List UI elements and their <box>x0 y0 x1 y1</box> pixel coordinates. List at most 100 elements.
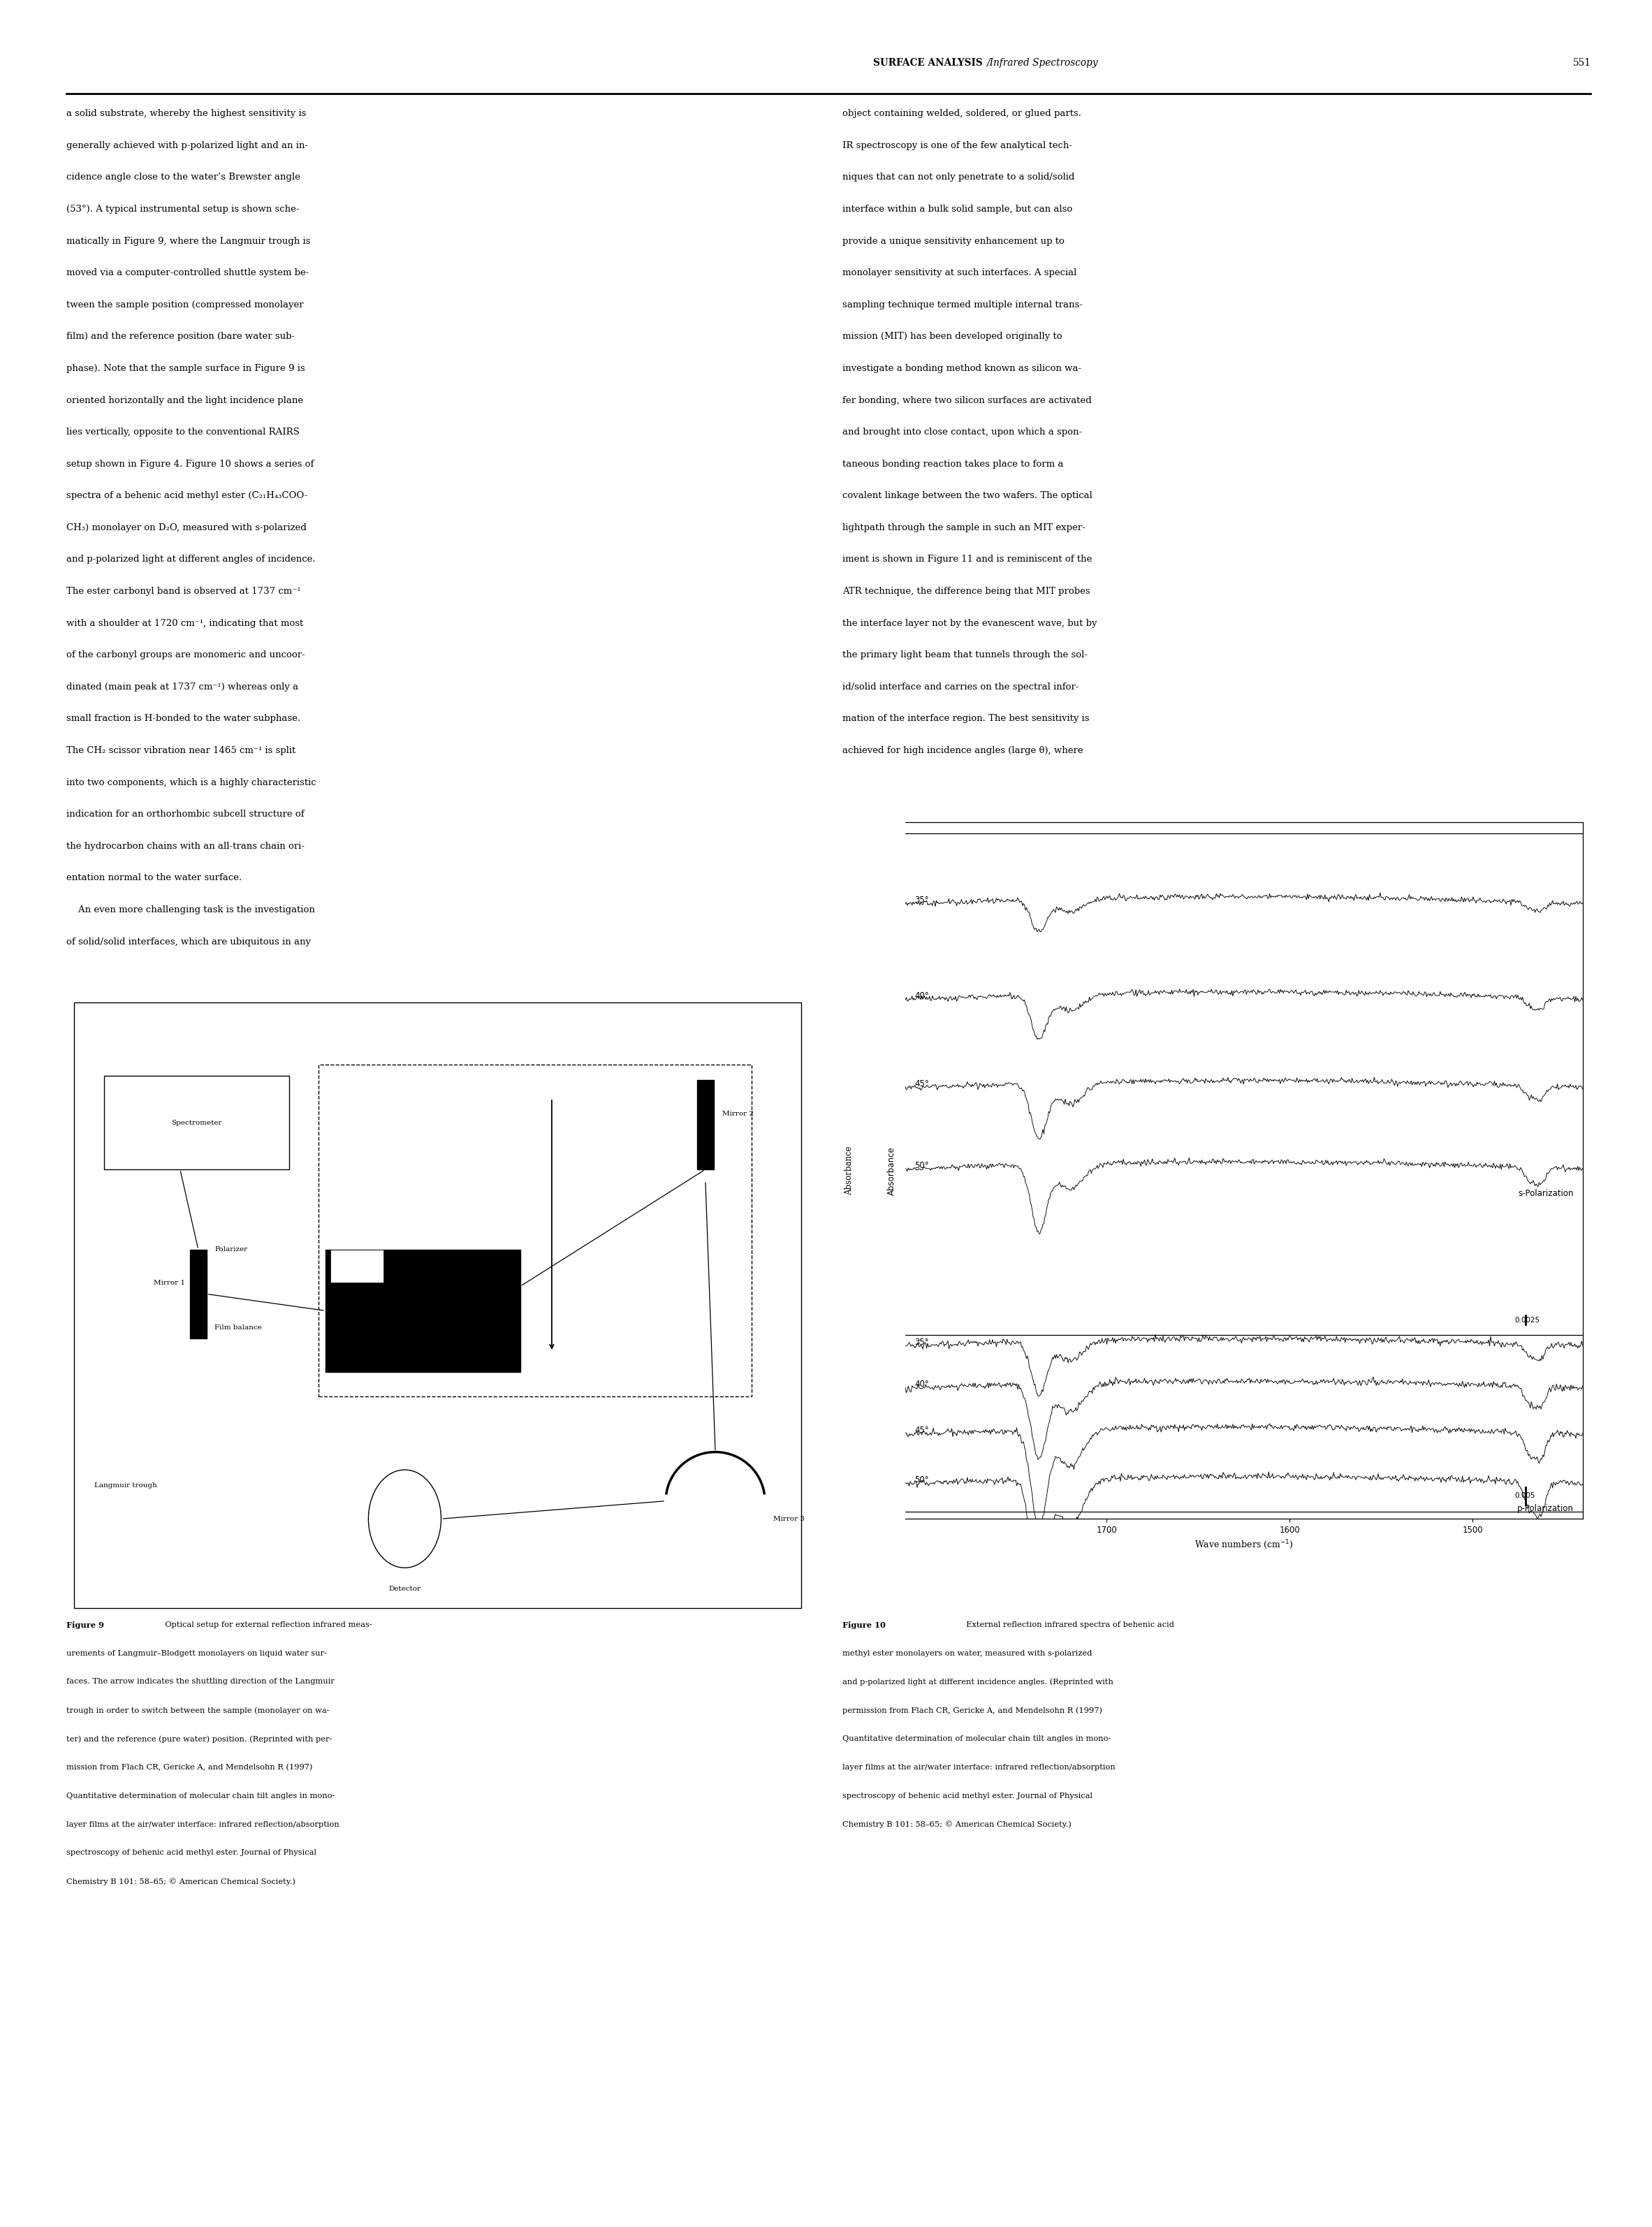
Text: 0.0025: 0.0025 <box>1515 1316 1540 1323</box>
Text: into two components, which is a highly characteristic: into two components, which is a highly c… <box>66 777 316 786</box>
Text: investigate a bonding method known as silicon wa-: investigate a bonding method known as si… <box>843 363 1082 372</box>
Text: layer films at the air/water interface: infrared reflection/absorption: layer films at the air/water interface: … <box>66 1822 339 1828</box>
Text: Chemistry B 101: 58–65; © American Chemical Society.): Chemistry B 101: 58–65; © American Chemi… <box>843 1822 1072 1828</box>
Text: trough in order to switch between the sample (monolayer on wa-: trough in order to switch between the sa… <box>66 1706 329 1715</box>
Text: film) and the reference position (bare water sub-: film) and the reference position (bare w… <box>66 332 294 341</box>
Text: phase). Note that the sample surface in Figure 9 is: phase). Note that the sample surface in … <box>66 363 304 372</box>
Text: The CH₂ scissor vibration near 1465 cm⁻¹ is split: The CH₂ scissor vibration near 1465 cm⁻¹… <box>66 746 296 755</box>
Text: /Infrared Spectroscopy: /Infrared Spectroscopy <box>986 58 1097 67</box>
Text: fer bonding, where two silicon surfaces are activated: fer bonding, where two silicon surfaces … <box>843 396 1092 405</box>
Text: id/solid interface and carries on the spectral infor-: id/solid interface and carries on the sp… <box>843 681 1079 690</box>
Text: permission from Flach CR, Gericke A, and Mendelsohn R (1997): permission from Flach CR, Gericke A, and… <box>843 1706 1102 1715</box>
Text: 35°: 35° <box>915 1338 928 1347</box>
Bar <box>104 1076 289 1169</box>
Text: The ester carbonyl band is observed at 1737 cm⁻¹: The ester carbonyl band is observed at 1… <box>66 586 301 597</box>
Text: Absorbance: Absorbance <box>887 1147 895 1196</box>
Text: Optical setup for external reflection infrared meas-: Optical setup for external reflection in… <box>160 1621 372 1628</box>
Text: dinated (main peak at 1737 cm⁻¹) whereas only a: dinated (main peak at 1737 cm⁻¹) whereas… <box>66 681 297 690</box>
Text: Figure 9: Figure 9 <box>66 1621 104 1628</box>
Bar <box>74 1002 801 1608</box>
Text: Figure 10: Figure 10 <box>843 1621 885 1628</box>
Text: the primary light beam that tunnels through the sol-: the primary light beam that tunnels thro… <box>843 650 1087 659</box>
Text: layer films at the air/water interface: infrared reflection/absorption: layer films at the air/water interface: … <box>843 1764 1115 1770</box>
Text: Quantitative determination of molecular chain tilt angles in mono-: Quantitative determination of molecular … <box>66 1793 335 1799</box>
Text: ter) and the reference (pure water) position. (Reprinted with per-: ter) and the reference (pure water) posi… <box>66 1735 332 1744</box>
Bar <box>325 1249 520 1372</box>
Circle shape <box>368 1470 441 1568</box>
Bar <box>697 1080 714 1169</box>
Text: Detector: Detector <box>388 1586 421 1592</box>
Text: setup shown in Figure 4. Figure 10 shows a series of: setup shown in Figure 4. Figure 10 shows… <box>66 459 314 468</box>
Text: entation normal to the water surface.: entation normal to the water surface. <box>66 873 241 882</box>
Text: p-Polarization: p-Polarization <box>1517 1503 1573 1512</box>
Text: IR spectroscopy is one of the few analytical tech-: IR spectroscopy is one of the few analyt… <box>843 140 1072 149</box>
Text: indication for an orthorhombic subcell structure of: indication for an orthorhombic subcell s… <box>66 811 304 820</box>
Text: CH₃) monolayer on D₂O, measured with s-polarized: CH₃) monolayer on D₂O, measured with s-p… <box>66 523 306 532</box>
Text: lies vertically, opposite to the conventional RAIRS: lies vertically, opposite to the convent… <box>66 428 299 436</box>
Text: Quantitative determination of molecular chain tilt angles in mono-: Quantitative determination of molecular … <box>843 1735 1112 1742</box>
Bar <box>319 1065 752 1396</box>
Text: Absorbance: Absorbance <box>844 1147 854 1196</box>
Text: An even more challenging task is the investigation: An even more challenging task is the inv… <box>66 904 314 915</box>
Text: of solid/solid interfaces, which are ubiquitous in any: of solid/solid interfaces, which are ubi… <box>66 938 311 946</box>
Text: with a shoulder at 1720 cm⁻¹, indicating that most: with a shoulder at 1720 cm⁻¹, indicating… <box>66 619 302 628</box>
Text: monolayer sensitivity at such interfaces. A special: monolayer sensitivity at such interfaces… <box>843 269 1077 278</box>
Text: lightpath through the sample in such an MIT exper-: lightpath through the sample in such an … <box>843 523 1085 532</box>
Text: Spectrometer: Spectrometer <box>172 1120 221 1127</box>
Text: 551: 551 <box>1573 58 1591 67</box>
Text: moved via a computer-controlled shuttle system be-: moved via a computer-controlled shuttle … <box>66 269 309 278</box>
Text: faces. The arrow indicates the shuttling direction of the Langmuir: faces. The arrow indicates the shuttling… <box>66 1679 334 1686</box>
Text: mission from Flach CR, Gericke A, and Mendelsohn R (1997): mission from Flach CR, Gericke A, and Me… <box>66 1764 312 1770</box>
Text: cidence angle close to the water’s Brewster angle: cidence angle close to the water’s Brews… <box>66 174 301 183</box>
Text: SURFACE ANALYSIS: SURFACE ANALYSIS <box>874 58 983 67</box>
Text: small fraction is H-bonded to the water subphase.: small fraction is H-bonded to the water … <box>66 715 301 724</box>
Text: provide a unique sensitivity enhancement up to: provide a unique sensitivity enhancement… <box>843 236 1064 245</box>
Text: Polarizer: Polarizer <box>215 1247 248 1252</box>
Text: object containing welded, soldered, or glued parts.: object containing welded, soldered, or g… <box>843 109 1082 118</box>
Text: interface within a bulk solid sample, but can also: interface within a bulk solid sample, bu… <box>843 205 1072 214</box>
Text: covalent linkage between the two wafers. The optical: covalent linkage between the two wafers.… <box>843 492 1092 501</box>
Text: 50°: 50° <box>915 1160 928 1169</box>
Text: spectroscopy of behenic acid methyl ester. Journal of Physical: spectroscopy of behenic acid methyl este… <box>66 1848 316 1857</box>
Text: Mirror 1: Mirror 1 <box>154 1281 185 1285</box>
Text: 45°: 45° <box>915 1080 928 1089</box>
Text: generally achieved with p-polarized light and an in-: generally achieved with p-polarized ligh… <box>66 140 307 149</box>
Text: niques that can not only penetrate to a solid/solid: niques that can not only penetrate to a … <box>843 174 1075 183</box>
Bar <box>330 1249 383 1283</box>
Text: ATR technique, the difference being that MIT probes: ATR technique, the difference being that… <box>843 586 1090 597</box>
Text: Langmuir trough: Langmuir trough <box>94 1483 157 1488</box>
Text: Chemistry B 101: 58–65; © American Chemical Society.): Chemistry B 101: 58–65; © American Chemi… <box>66 1877 296 1886</box>
Text: 45°: 45° <box>915 1425 928 1434</box>
Bar <box>190 1249 206 1338</box>
Text: of the carbonyl groups are monomeric and uncoor-: of the carbonyl groups are monomeric and… <box>66 650 306 659</box>
Text: and p-polarized light at different incidence angles. (Reprinted with: and p-polarized light at different incid… <box>843 1679 1113 1686</box>
Text: matically in Figure 9, where the Langmuir trough is: matically in Figure 9, where the Langmui… <box>66 236 311 245</box>
Text: mission (MIT) has been developed originally to: mission (MIT) has been developed origina… <box>843 332 1062 341</box>
Text: 0.005: 0.005 <box>1515 1492 1535 1499</box>
Text: a solid substrate, whereby the highest sensitivity is: a solid substrate, whereby the highest s… <box>66 109 306 118</box>
X-axis label: Wave numbers (cm$^{-1}$): Wave numbers (cm$^{-1}$) <box>1194 1539 1294 1550</box>
Text: Mirror 2: Mirror 2 <box>722 1111 753 1118</box>
Text: s-Polarization: s-Polarization <box>1518 1189 1573 1198</box>
Text: 40°: 40° <box>915 991 928 1000</box>
Text: Mirror 3: Mirror 3 <box>773 1517 805 1521</box>
Text: spectra of a behenic acid methyl ester (C₂₁H₄₃COO-: spectra of a behenic acid methyl ester (… <box>66 492 307 501</box>
Text: 40°: 40° <box>915 1381 928 1390</box>
Text: 50°: 50° <box>915 1477 928 1485</box>
Text: the interface layer not by the evanescent wave, but by: the interface layer not by the evanescen… <box>843 619 1097 628</box>
Text: mation of the interface region. The best sensitivity is: mation of the interface region. The best… <box>843 715 1089 724</box>
Text: methyl ester monolayers on water, measured with s-polarized: methyl ester monolayers on water, measur… <box>843 1650 1092 1657</box>
Text: iment is shown in Figure 11 and is reminiscent of the: iment is shown in Figure 11 and is remin… <box>843 555 1092 563</box>
Text: achieved for high incidence angles (large θ), where: achieved for high incidence angles (larg… <box>843 746 1084 755</box>
Text: spectroscopy of behenic acid methyl ester. Journal of Physical: spectroscopy of behenic acid methyl este… <box>843 1793 1092 1799</box>
Text: urements of Langmuir–Blodgett monolayers on liquid water sur-: urements of Langmuir–Blodgett monolayers… <box>66 1650 327 1657</box>
Text: and brought into close contact, upon which a spon-: and brought into close contact, upon whi… <box>843 428 1082 436</box>
Text: and p-polarized light at different angles of incidence.: and p-polarized light at different angle… <box>66 555 316 563</box>
Text: the hydrocarbon chains with an all-trans chain ori-: the hydrocarbon chains with an all-trans… <box>66 842 304 851</box>
Text: tween the sample position (compressed monolayer: tween the sample position (compressed mo… <box>66 301 304 310</box>
Text: (53°). A typical instrumental setup is shown sche-: (53°). A typical instrumental setup is s… <box>66 205 299 214</box>
Text: sampling technique termed multiple internal trans-: sampling technique termed multiple inter… <box>843 301 1082 310</box>
Text: oriented horizontally and the light incidence plane: oriented horizontally and the light inci… <box>66 396 302 405</box>
Text: Film balance: Film balance <box>215 1325 263 1330</box>
Text: 35°: 35° <box>915 895 928 904</box>
